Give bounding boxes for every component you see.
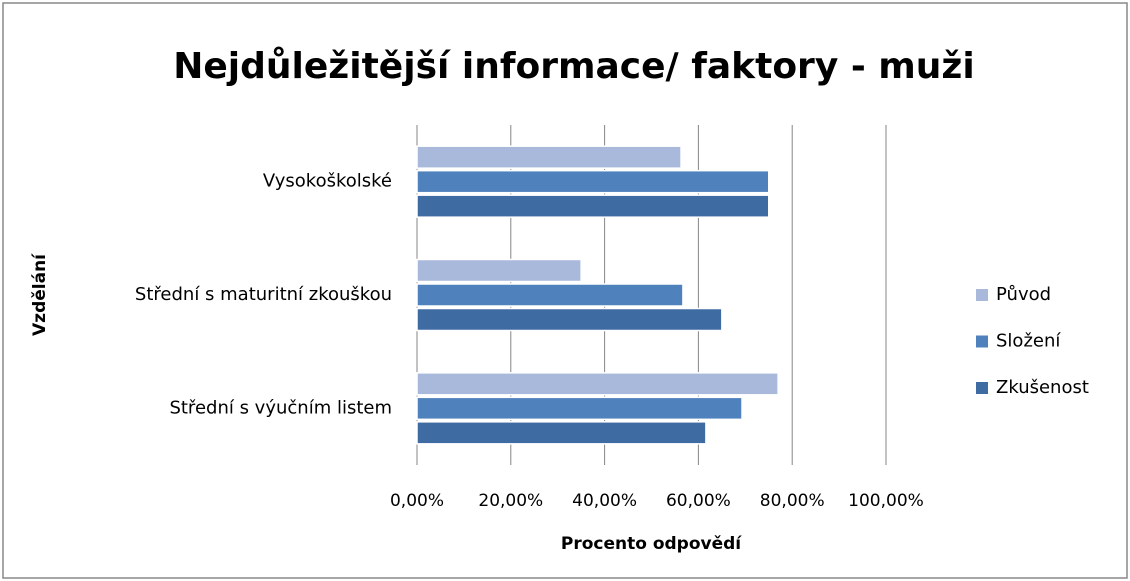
legend-label: Zkušenost (996, 377, 1089, 398)
bar (416, 307, 723, 332)
bar (416, 169, 770, 194)
x-tick-label: 80,00% (760, 491, 825, 511)
bar (416, 421, 707, 445)
bar (416, 145, 682, 169)
x-tick-label: 20,00% (478, 491, 543, 511)
y-tick-label: Střední s maturitní zkouškou (135, 284, 392, 305)
y-tick-label: Vysokoškolské (263, 171, 392, 192)
legend-label: Složení (996, 331, 1061, 352)
bar (416, 194, 770, 218)
x-tick-label: 100,00% (848, 491, 924, 511)
legend-swatch (976, 335, 988, 348)
y-tick-label: Střední s výučním listem (169, 397, 392, 418)
x-tick-label: 0,00% (390, 491, 444, 511)
bar (416, 283, 684, 307)
legend-label: Původ (996, 284, 1051, 305)
bar (416, 396, 743, 421)
x-axis-label: Procento odpovědí (561, 534, 742, 554)
x-tick-label: 40,00% (572, 491, 637, 511)
bar (416, 372, 779, 396)
legend-swatch (976, 289, 988, 301)
chart-title: Nejdůležitější informace/ faktory - muži (173, 46, 974, 87)
x-tick-label: 60,00% (666, 491, 731, 511)
legend-swatch (976, 382, 988, 394)
y-axis-label: Vzdělání (30, 253, 50, 336)
bar (416, 258, 582, 283)
